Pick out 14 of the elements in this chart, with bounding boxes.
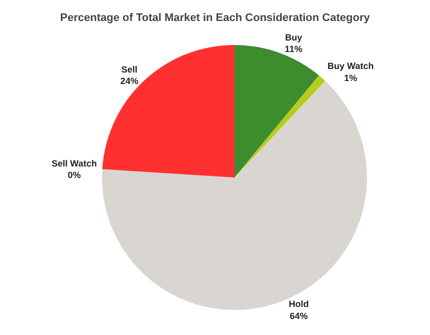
slice-label: Buy: [285, 32, 302, 42]
category-label: Sell Watch: [52, 158, 97, 168]
slice-label: Sell: [121, 64, 138, 74]
slice-label: Buy Watch: [328, 61, 374, 72]
chart-title: Percentage of Total Market in Each Consideration Category: [60, 12, 371, 24]
slice-label: Hold: [288, 299, 309, 310]
pie-slice: [102, 45, 234, 178]
data-label: 64%: [290, 310, 308, 321]
data-label: 24%: [120, 76, 138, 86]
text: 0%: [68, 170, 81, 180]
pie-slice: [234, 45, 319, 178]
data-label: 11%: [284, 44, 302, 54]
data-label: 1%: [344, 72, 358, 83]
pie-slice: [234, 75, 326, 178]
